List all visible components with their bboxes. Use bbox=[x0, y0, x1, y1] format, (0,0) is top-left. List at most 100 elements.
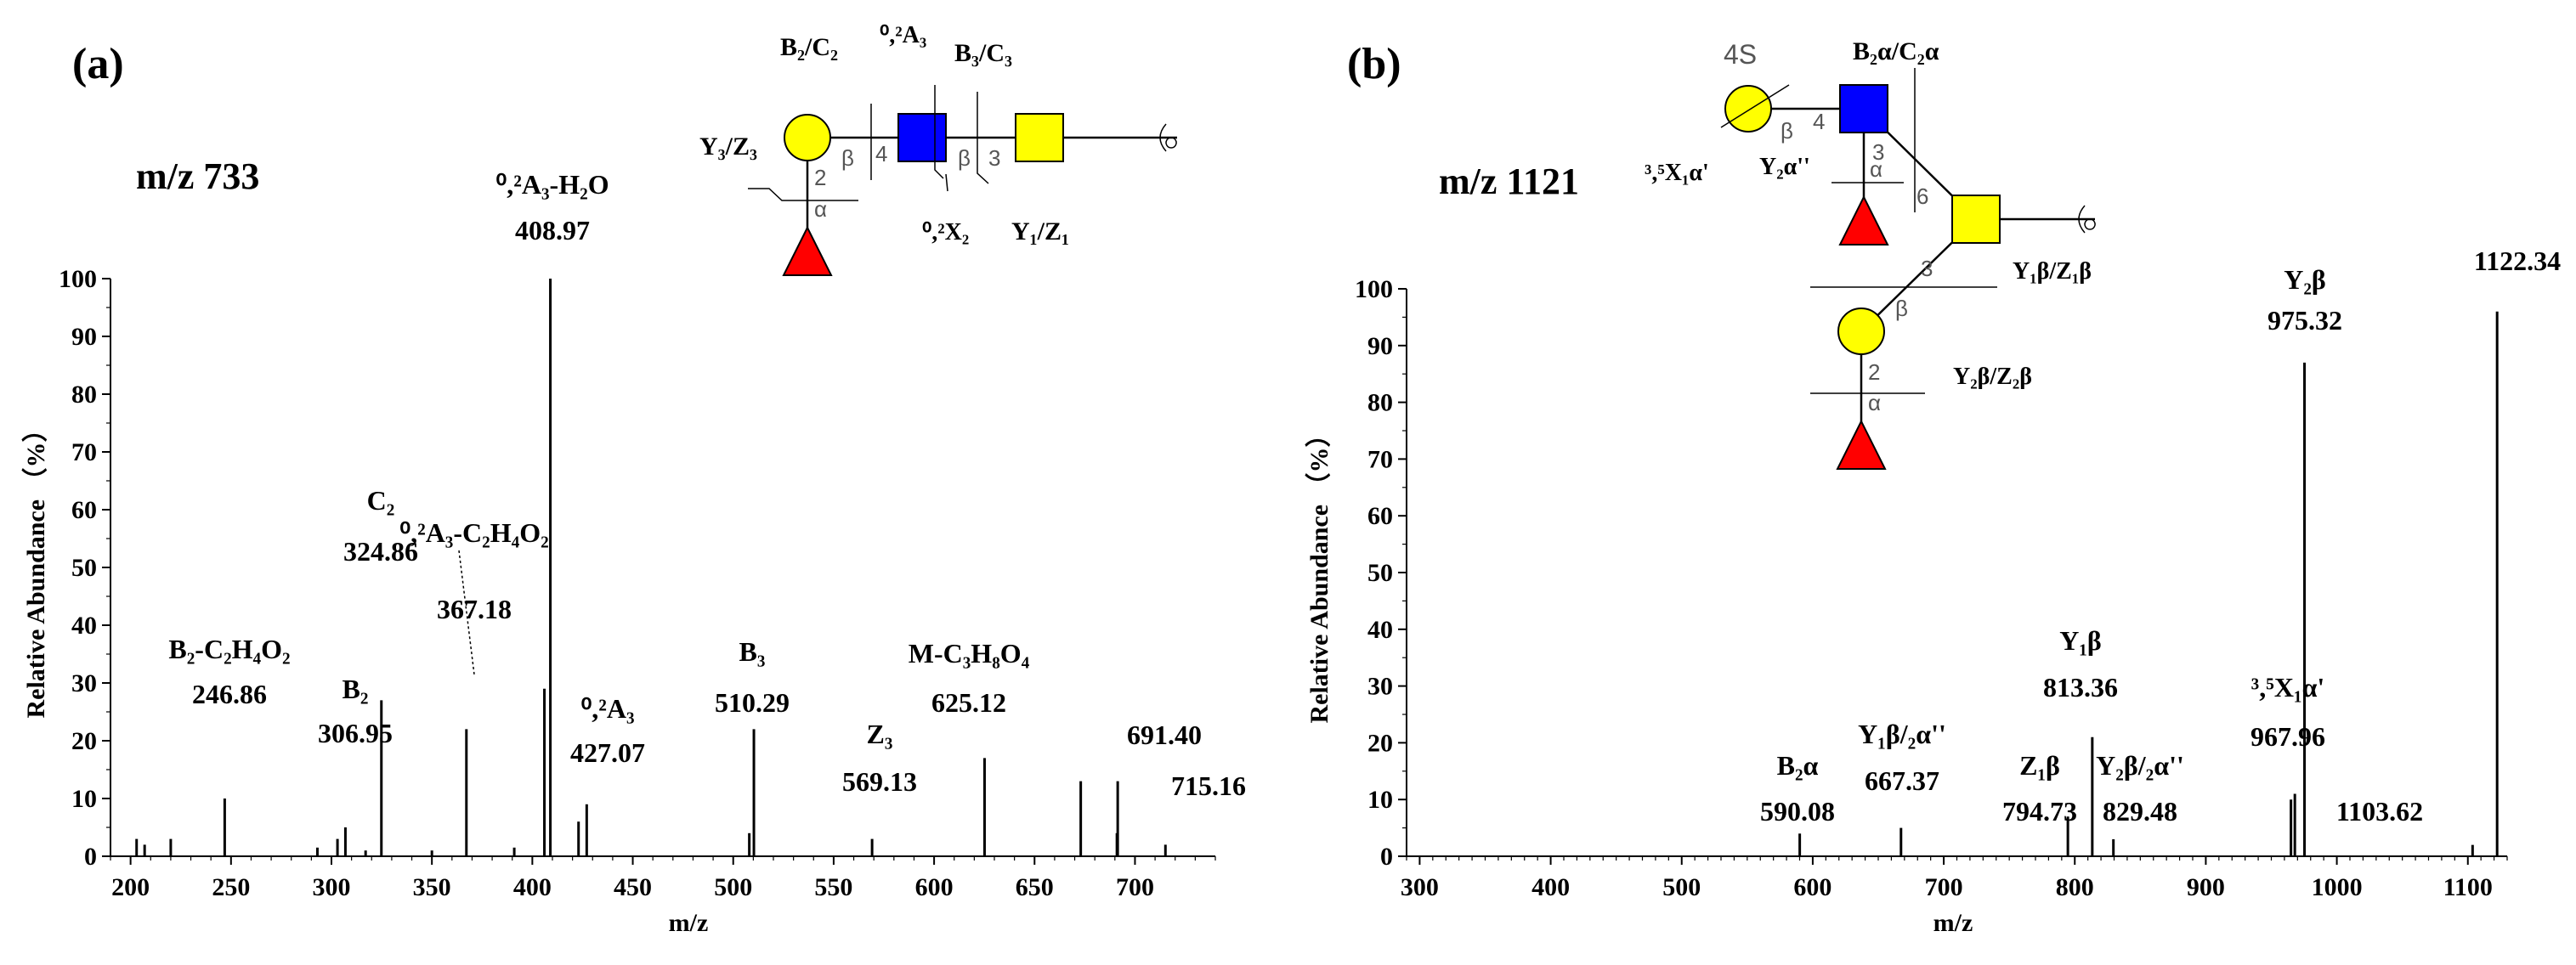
panel-b-y-tick-label: 100 bbox=[1355, 275, 1393, 303]
panel-a-x-tick-label: 500 bbox=[714, 873, 752, 901]
panel-a: (a) m/z 733 200 250 300 350 400 450 500 550 600 6… bbox=[21, 22, 1246, 937]
panel-b-peak-fragment-label: Y₁β bbox=[2059, 625, 2102, 656]
glycan-b-frag-y1z1: Y₁β/Z₁β bbox=[2013, 258, 2092, 285]
glcnac-icon bbox=[897, 113, 947, 162]
panel-a-y-tick-label: 10 bbox=[71, 785, 97, 813]
panel-b-glycan-structure: 4S B₂α/C₂α ³,⁵X₁α' Y₂α'' Y₁β/Z₁β Y₂β/Z₂β… bbox=[1645, 37, 2096, 470]
panel-b-axes: 300 400 500 600 700 800 900 1000 1100 0 10 20 30 40 5… bbox=[1305, 275, 2508, 937]
panel-a-y-tick-label: 100 bbox=[59, 265, 97, 293]
panel-b-peak-value-label: 794.73 bbox=[2002, 796, 2077, 827]
panel-b-x-tick-label: 800 bbox=[2056, 873, 2094, 901]
glycan-b-sulfate: 4S bbox=[1724, 39, 1757, 70]
panel-b-x-tick-label: 1000 bbox=[2312, 873, 2363, 901]
panel-a-axes: 200 250 300 350 400 450 500 550 600 650 700 0 10 20 3… bbox=[21, 265, 1216, 937]
panel-b-peak-value-label: 813.36 bbox=[2043, 672, 2118, 703]
glycan-a-frag-y3z3: Y₃/Z₃ bbox=[699, 133, 757, 161]
panel-b-y-tick-label: 20 bbox=[1367, 729, 1393, 757]
panel-a-x-ticks: 200 250 300 350 400 450 500 550 600 650 700 bbox=[110, 856, 1216, 901]
panel-b: (b) m/z 1121 300 400 500 600 700 800 900 1000 11… bbox=[1305, 37, 2561, 937]
panel-a-peak-fragment-label: C₂ bbox=[367, 485, 395, 516]
panel-b-peak-fragment-label: Y₂β bbox=[2284, 264, 2326, 295]
glycan-b-link-2: 2 bbox=[1868, 359, 1880, 385]
glycan-a-frag-02a3: ⁰,²A₃ bbox=[880, 22, 926, 48]
panel-a-x-label: m/z bbox=[669, 909, 709, 937]
panel-a-peak-fragment-label: B₂-C₂H₄O₂ bbox=[168, 634, 290, 664]
panel-b-y-tick-label: 70 bbox=[1367, 445, 1393, 473]
glycan-b-frag-35x: ³,⁵X₁α' bbox=[1645, 160, 1709, 186]
glucose-icon bbox=[1951, 195, 2001, 244]
panel-a-x-tick-label: 300 bbox=[313, 873, 351, 901]
glycan-a-frag-b2c2: B₂/C₂ bbox=[780, 33, 838, 61]
panel-a-x-tick-label: 400 bbox=[513, 873, 552, 901]
galactose-icon bbox=[1837, 308, 1885, 355]
panel-a-peak-value-label: 324.86 bbox=[343, 536, 418, 567]
glycan-b-link-3-top: 3 bbox=[1872, 139, 1884, 165]
panel-b-peak-value-label: 967.96 bbox=[2250, 721, 2325, 752]
glycan-b-link-beta: β bbox=[1895, 296, 1908, 321]
glycan-b-link-alpha: α bbox=[1868, 390, 1881, 415]
panel-b-y-tick-label: 90 bbox=[1367, 332, 1393, 360]
panel-a-peak-value-label: 569.13 bbox=[842, 766, 917, 797]
panel-a-x-tick-label: 200 bbox=[111, 873, 150, 901]
panel-b-x-tick-label: 400 bbox=[1531, 873, 1570, 901]
panel-b-x-tick-label: 500 bbox=[1662, 873, 1701, 901]
panel-a-x-tick-label: 350 bbox=[413, 873, 451, 901]
panel-b-peak-value-label: 829.48 bbox=[2103, 796, 2177, 827]
panel-b-peak-fragment-label: Z₁β bbox=[2019, 750, 2060, 781]
glycan-b-frag-y2a: Y₂α'' bbox=[1759, 154, 1810, 180]
fucose-icon bbox=[782, 225, 833, 276]
panel-b-y-tick-label: 0 bbox=[1380, 843, 1393, 871]
panel-a-y-tick-label: 0 bbox=[84, 843, 97, 871]
glycan-a-link-3: 3 bbox=[988, 145, 1000, 171]
reducing-end-icon bbox=[1159, 123, 1177, 152]
panel-b-peak-fragment-label: B₂α bbox=[1777, 750, 1819, 781]
panel-b-label: (b) bbox=[1347, 40, 1401, 88]
panel-a-x-tick-label: 600 bbox=[915, 873, 954, 901]
glycan-a-cleavage-b3c3 bbox=[977, 92, 989, 184]
panel-b-y-tick-label: 60 bbox=[1367, 502, 1393, 530]
glycan-a-link-alpha: α bbox=[814, 196, 827, 222]
panel-a-peak-value-label: 625.12 bbox=[931, 687, 1006, 718]
galactose-icon bbox=[1724, 85, 1772, 133]
fucose-icon bbox=[1836, 419, 1887, 470]
panel-a-y-tick-label: 80 bbox=[71, 381, 97, 409]
panel-a-peak-fragment-label: B₂ bbox=[343, 674, 369, 704]
panel-a-peak-fragment-label: ⁰,²A₃-H₂O bbox=[495, 169, 609, 200]
panel-a-x-tick-label: 250 bbox=[212, 873, 250, 901]
panel-b-peak-value-label: 1122.34 bbox=[2474, 245, 2561, 276]
glycan-a-link-beta1: β bbox=[841, 145, 854, 171]
panel-a-y-tick-label: 90 bbox=[71, 323, 97, 351]
panel-b-peak-fragment-label: Y₂β/₂α'' bbox=[2096, 750, 2184, 781]
galactose-icon bbox=[784, 114, 831, 161]
panel-a-y-label: Relative Abundance （%） bbox=[21, 416, 50, 718]
panel-b-peak-value-label: 667.37 bbox=[1865, 765, 1939, 796]
panel-a-y-ticks: 0 10 20 30 40 50 60 70 80 90 100 bbox=[59, 265, 110, 871]
panel-a-y-tick-label: 70 bbox=[71, 438, 97, 466]
glycan-a-frag-y1z1: Y₁/Z₁ bbox=[1011, 217, 1069, 245]
glycan-b-cleavage-35x bbox=[1720, 84, 1790, 128]
panel-b-x-tick-label: 900 bbox=[2187, 873, 2225, 901]
panel-a-peak-value-label: 715.16 bbox=[1171, 770, 1246, 801]
panel-a-peak-value-label: 408.97 bbox=[515, 215, 590, 245]
glycan-b-link-beta-top: β bbox=[1781, 118, 1793, 144]
panel-b-x-tick-label: 600 bbox=[1793, 873, 1832, 901]
panel-b-x-tick-label: 700 bbox=[1925, 873, 1963, 901]
panel-a-glycan-structure: B₂/C₂ ⁰,²A₃ B₃/C₃ Y₃/Z₃ ⁰,²X₂ Y₁/Z₁ 2 β … bbox=[699, 22, 1177, 276]
glycan-a-link-2: 2 bbox=[814, 165, 826, 190]
panel-b-y-tick-label: 10 bbox=[1367, 786, 1393, 814]
panel-a-peak-value-label: 246.86 bbox=[192, 679, 267, 709]
panel-a-peak-value-label: 367.18 bbox=[437, 594, 512, 624]
glcnac-icon bbox=[1839, 84, 1888, 133]
panel-a-peak-fragment-label: ⁰,²A₃-C₂H₄O₂ bbox=[399, 517, 548, 548]
glycan-a-frag-02x2: ⁰,²X₂ bbox=[922, 219, 969, 245]
panel-a-peak-value-label: 691.40 bbox=[1127, 720, 1202, 750]
panel-b-peak-fragment-label: ³,⁵X₁α' bbox=[2251, 672, 2325, 703]
panel-b-y-tick-label: 80 bbox=[1367, 389, 1393, 417]
panel-b-y-tick-label: 50 bbox=[1367, 559, 1393, 587]
panel-b-y-tick-label: 40 bbox=[1367, 616, 1393, 644]
glycan-a-cleavage-y3z3 bbox=[748, 188, 858, 201]
panel-a-peak-value-label: 427.07 bbox=[570, 737, 645, 768]
panel-a-peak-fragment-label: M-C₃H₈O₄ bbox=[909, 638, 1030, 669]
